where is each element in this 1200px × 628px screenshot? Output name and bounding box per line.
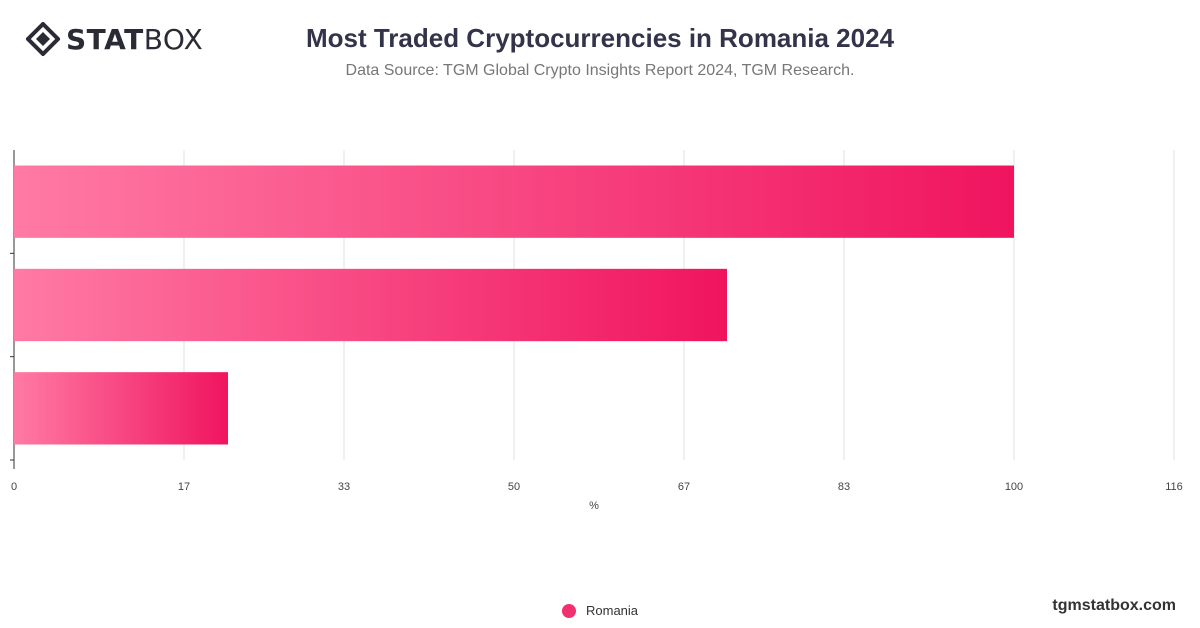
legend-label: Romania <box>586 603 639 618</box>
diamond-logo-icon <box>26 22 60 56</box>
x-tick-label: 33 <box>338 481 350 493</box>
chart-subtitle: Data Source: TGM Global Crypto Insights … <box>345 62 855 79</box>
x-tick-label: 100 <box>1005 481 1023 493</box>
site-url[interactable]: tgmstatbox.com <box>1052 597 1176 614</box>
legend[interactable]: Romania <box>562 603 638 618</box>
bar <box>14 372 228 445</box>
x-tick-label: 116 <box>1165 481 1183 493</box>
bar <box>14 165 1014 238</box>
x-tick-label: 83 <box>838 481 850 493</box>
chart-title: Most Traded Cryptocurrencies in Romania … <box>305 23 895 53</box>
x-tick-label: 17 <box>178 481 190 493</box>
logo-wordmark: STATBOX <box>66 22 204 56</box>
legend-marker <box>562 603 576 618</box>
x-tick-label: 50 <box>508 481 520 493</box>
bar <box>14 268 727 342</box>
x-axis-label: % <box>589 500 599 512</box>
bar-chart: 0 17 33 50 67 83 100 116% <box>10 150 1183 512</box>
x-tick-label: 67 <box>678 481 690 493</box>
statbox-logo: STATBOX <box>26 22 203 56</box>
x-tick-label: 0 <box>11 481 17 493</box>
